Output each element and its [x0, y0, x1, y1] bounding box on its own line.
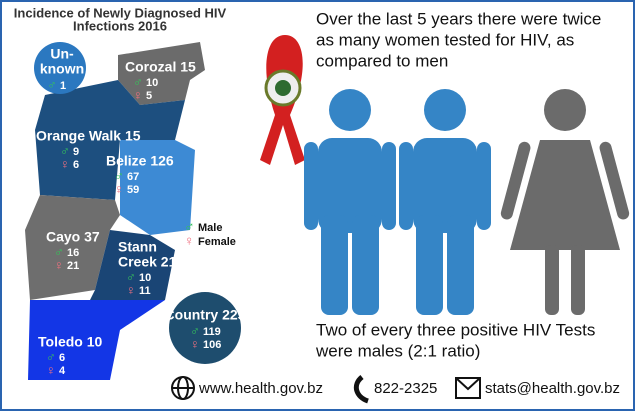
- female-symbol: ♀: [190, 336, 200, 351]
- man-figure: [399, 89, 491, 315]
- phone: 822-2325: [374, 380, 437, 397]
- district-name: Orange Walk 15: [36, 128, 141, 144]
- badge-name: known: [40, 61, 84, 77]
- female-symbol: ♀: [114, 181, 124, 196]
- district-name: Toledo 10: [38, 334, 103, 350]
- woman-figure: [500, 89, 630, 315]
- female-symbol: ♀: [126, 282, 136, 297]
- title: Infections 2016: [73, 18, 167, 33]
- district-name: Creek 21: [118, 254, 177, 270]
- legend-symbol: ♂: [184, 219, 195, 235]
- female-count: 6: [73, 159, 79, 171]
- man-figure: [304, 89, 396, 315]
- country-badge: [169, 292, 241, 364]
- male-count: 67: [127, 171, 139, 183]
- title: Incidence of Newly Diagnosed HIV: [14, 5, 227, 20]
- female-count: 21: [67, 260, 79, 272]
- map: [25, 42, 241, 380]
- female-count: 11: [139, 285, 151, 297]
- country-name: Country 225: [165, 307, 246, 323]
- female-symbol: ♀: [46, 362, 56, 377]
- male-count: 6: [59, 352, 65, 364]
- statement: were males (2:1 ratio): [315, 341, 480, 360]
- male-count: 1: [60, 80, 66, 92]
- email: stats@health.gov.bz: [485, 380, 620, 397]
- male-symbol: ♂: [190, 323, 200, 338]
- ribbon: [260, 35, 305, 165]
- corozal-region: [118, 42, 205, 105]
- female-count: 4: [59, 365, 66, 377]
- male-count: 9: [73, 146, 79, 158]
- male-symbol: ♂: [126, 269, 136, 284]
- legend-label: Female: [198, 236, 236, 248]
- male-symbol: ♂: [46, 349, 56, 364]
- male-symbol: ♂: [60, 143, 70, 158]
- website: www.health.gov.bz: [198, 380, 323, 397]
- male-count: 16: [67, 247, 79, 259]
- male-symbol: ♂: [54, 244, 64, 259]
- toledo-region: [28, 300, 165, 380]
- unknown-badge: [34, 42, 86, 94]
- stann-creek-region: [90, 230, 175, 300]
- district-name: Cayo 37: [46, 229, 100, 245]
- district-name: Belize 126: [106, 153, 174, 169]
- male-count: 10: [139, 272, 151, 284]
- male-count: 10: [146, 77, 158, 89]
- female-count: 59: [127, 184, 139, 196]
- male-symbol: ♂: [133, 74, 143, 89]
- female-symbol: ♀: [133, 87, 143, 102]
- female-symbol: ♀: [60, 156, 70, 171]
- district-name: Corozal 15: [125, 59, 196, 75]
- district-name: Stann: [118, 239, 157, 255]
- statement: Two of every three positive HIV Tests: [316, 320, 595, 339]
- legend-label: Male: [198, 222, 222, 234]
- legend-symbol: ♀: [184, 233, 195, 249]
- badge-name: Un-: [50, 46, 74, 62]
- female-count: 106: [203, 339, 221, 351]
- male-count: 119: [203, 326, 221, 338]
- male-symbol: ♂: [48, 78, 57, 92]
- statement: Over the last 5 years there were twice: [316, 9, 601, 28]
- belize-region: [120, 140, 195, 235]
- statement: as many women tested for HIV, as: [316, 30, 574, 49]
- male-symbol: ♂: [114, 168, 124, 183]
- cayo-region: [25, 195, 120, 300]
- statement: compared to men: [316, 51, 448, 70]
- contact-icons: [171, 375, 481, 404]
- female-count: 5: [146, 90, 152, 102]
- female-symbol: ♀: [54, 257, 64, 272]
- orange-walk-region: [35, 80, 185, 200]
